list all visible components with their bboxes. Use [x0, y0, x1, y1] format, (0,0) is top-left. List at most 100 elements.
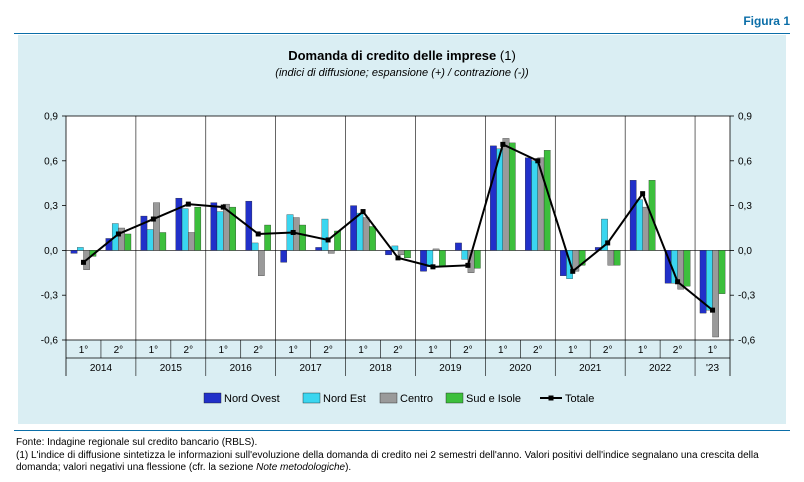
point-totale [500, 141, 506, 147]
x-tick-label: 1° [498, 345, 508, 356]
x-tick-label: 1° [288, 345, 298, 356]
bar-nord-est [321, 218, 329, 251]
bar-nord-est [77, 247, 84, 251]
bar-nord-ovest [560, 250, 567, 276]
bar-nord-est [706, 250, 713, 311]
year-label: 2021 [579, 363, 602, 374]
y-tick-label-left: 0,0 [44, 246, 58, 257]
bar-sud-e-isole [194, 206, 202, 251]
bar-nord-ovest [350, 205, 357, 251]
bar-sud-e-isole [578, 250, 586, 266]
x-tick-label: 2° [114, 345, 124, 356]
x-tick-label: 2° [603, 345, 613, 356]
footnote-text: (1) L'indice di diffusione sintetizza le… [16, 449, 759, 474]
x-tick-label: 2° [463, 345, 473, 356]
chart-title-note: (1) [499, 48, 516, 63]
bar-nord-ovest [280, 250, 288, 263]
bar-sud-e-isole [613, 250, 621, 266]
legend-label-nord-est: Nord Est [323, 393, 366, 405]
bar-nord-est [251, 242, 259, 251]
x-tick-label: 1° [218, 345, 228, 356]
bar-nord-est [216, 211, 224, 251]
chart-title-main: Domanda di credito delle imprese [288, 48, 497, 63]
legend-label-centro: Centro [400, 393, 433, 405]
bar-centro [258, 250, 265, 276]
legend-swatch-centro [379, 392, 398, 404]
bar-nord-ovest [490, 145, 497, 251]
bar-nord-ovest [420, 250, 427, 272]
y-tick-label-left: 0,6 [44, 156, 58, 167]
bar-sud-e-isole [299, 224, 306, 251]
bottom-rule [14, 430, 790, 431]
bar-centro [188, 232, 195, 251]
bar-sud-e-isole [369, 226, 376, 251]
bar-nord-ovest [210, 202, 218, 251]
bar-sud-e-isole [474, 250, 481, 269]
y-tick-label-right: 0,3 [738, 201, 752, 212]
bar-centro [502, 138, 510, 251]
chart-subtitle: (indici di diffusione; espansione (+) / … [275, 67, 529, 79]
point-totale [360, 209, 366, 215]
year-label: 2019 [439, 363, 462, 374]
y-tick-label-right: -0,6 [738, 336, 756, 347]
bar-centro [327, 250, 335, 254]
footnote-end: ). [345, 462, 352, 473]
bar-sud-e-isole [229, 206, 236, 251]
point-totale [605, 240, 611, 246]
bar-sud-e-isole [334, 230, 341, 251]
year-label: 2018 [369, 363, 392, 374]
bar-centro [397, 250, 405, 256]
bar-nord-ovest [525, 157, 532, 251]
point-totale [290, 229, 296, 235]
point-totale [710, 307, 716, 313]
x-tick-label: 2° [323, 345, 333, 356]
bar-centro [432, 248, 440, 251]
legend-swatch-nord-ovest [203, 392, 222, 404]
chart-notes: Fonte: Indagine regionale sul credito ba… [16, 437, 788, 475]
y-tick-label-right: -0,3 [738, 291, 756, 302]
bar-centro [362, 217, 370, 251]
bar-sud-e-isole [508, 142, 516, 251]
x-tick-label: 1° [428, 345, 438, 356]
bar-sud-e-isole [404, 250, 411, 259]
point-totale [220, 204, 226, 210]
y-tick-label-left: 0,3 [44, 201, 58, 212]
top-rule [14, 33, 790, 34]
x-tick-label: 1° [358, 345, 368, 356]
point-totale [570, 268, 576, 274]
bar-nord-ovest [175, 197, 183, 251]
bar-centro [712, 250, 719, 338]
year-label: 2020 [509, 363, 532, 374]
legend-label-sud-e-isole: Sud e Isole [466, 393, 521, 405]
year-label: 2014 [90, 363, 113, 374]
point-totale [640, 191, 646, 197]
y-tick-label-left: 0,9 [44, 112, 58, 123]
point-totale [465, 262, 471, 268]
bar-sud-e-isole [718, 250, 726, 294]
x-tick-label: 1° [568, 345, 578, 356]
x-tick-label: 1° [708, 345, 718, 356]
bar-centro [607, 250, 615, 266]
bar-nord-est [636, 199, 643, 251]
bar-nord-est [181, 208, 189, 251]
x-tick-label: 1° [149, 345, 159, 356]
point-totale [395, 255, 401, 261]
figure-label: Figura 1 [743, 14, 790, 28]
year-label: 2017 [300, 363, 323, 374]
bar-centro [153, 202, 160, 251]
legend-label-nord-ovest: Nord Ovest [224, 393, 280, 405]
y-tick-label-left: -0,6 [41, 336, 59, 347]
bar-centro [642, 206, 650, 251]
bar-nord-ovest [629, 180, 637, 251]
x-tick-label: 1° [79, 345, 89, 356]
x-tick-label: 2° [393, 345, 403, 356]
chart-title: Domanda di credito delle imprese (1) [0, 48, 804, 63]
bar-nord-est [461, 250, 469, 260]
bar-nord-ovest [385, 250, 392, 256]
x-tick-label: 2° [253, 345, 263, 356]
x-tick-label: 2° [673, 345, 683, 356]
point-totale [535, 158, 541, 164]
legend-marker-totale [548, 395, 554, 401]
bar-nord-ovest [70, 250, 78, 254]
